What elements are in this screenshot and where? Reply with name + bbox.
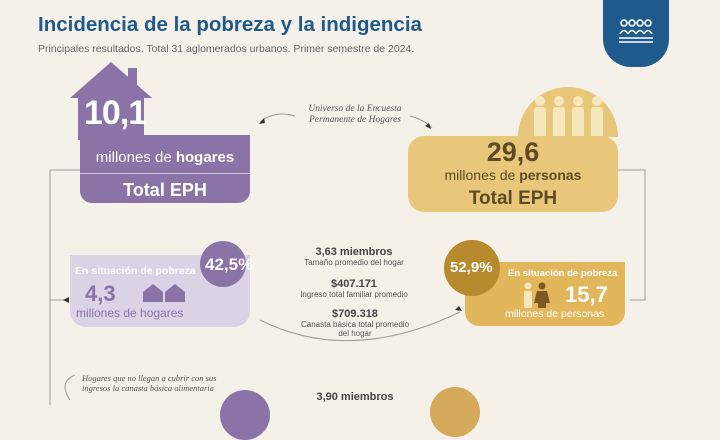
households-total-label: Total EPH — [123, 180, 207, 200]
poverty-households-percent: 42,5% — [205, 255, 254, 274]
households-total-card — [80, 135, 250, 203]
persons-total-card — [408, 136, 618, 212]
people-icon — [534, 96, 603, 138]
poverty-persons-percent: 52,9% — [450, 259, 493, 276]
persons-icon — [524, 282, 550, 308]
poverty-households-label: En situación de pobreza — [75, 265, 196, 277]
persons-total-units: millones de personas — [444, 167, 582, 183]
indigence-households-badge — [220, 390, 270, 440]
households-total-units: millones de hogares — [95, 149, 235, 166]
indigence-note: Hogares que no llegan a cubrir con sus i… — [82, 373, 217, 393]
poverty-households-badge — [200, 241, 246, 287]
stat-caption: Tamaño promedio del hogar — [304, 258, 404, 267]
households-total-number: 10,1 — [84, 94, 147, 132]
universe-note: Universo de la Encuesta Permanente de Ho… — [308, 104, 402, 125]
stat-value: $407.171 — [331, 278, 377, 290]
stat-basic-basket: $709.318 Canasta básica total promedio d… — [300, 308, 410, 338]
house-icon — [70, 62, 152, 140]
stat-family-income: $407.171 Ingreso total familiar promedio — [284, 278, 424, 299]
poverty-persons-units: millones de personas — [505, 308, 605, 320]
persons-total-label: Total EPH — [468, 188, 558, 209]
page-subtitle: Principales resultados. Total 31 aglomer… — [38, 43, 415, 55]
persons-total-number: 29,6 — [486, 137, 540, 167]
logo — [603, 0, 669, 67]
poverty-households-units: millones de hogares — [76, 306, 184, 320]
divider — [80, 173, 250, 174]
stat-value: 3,63 miembros — [315, 246, 393, 258]
poverty-persons-label: En situación de pobreza — [508, 268, 618, 279]
page-title: Incidencia de la pobreza y la indigencia — [38, 13, 422, 36]
stat-indigence-household-size: 3,90 miembros — [316, 391, 394, 403]
connector-lines — [49, 113, 646, 405]
stat-household-size: 3,63 miembros Tamaño promedio del hogar — [284, 246, 424, 267]
people-group-icon — [619, 19, 653, 43]
stat-caption: Canasta básica total promedio del hogar — [300, 320, 410, 338]
poverty-households-number: 4,3 — [85, 281, 116, 306]
indigence-persons-badge — [430, 387, 480, 437]
stat-value: $709.318 — [332, 308, 378, 320]
poverty-persons-number: 15,7 — [565, 282, 608, 307]
houses-icon — [143, 284, 185, 302]
stat-caption: Ingreso total familiar promedio — [300, 290, 408, 299]
poverty-persons-badge — [444, 240, 500, 296]
